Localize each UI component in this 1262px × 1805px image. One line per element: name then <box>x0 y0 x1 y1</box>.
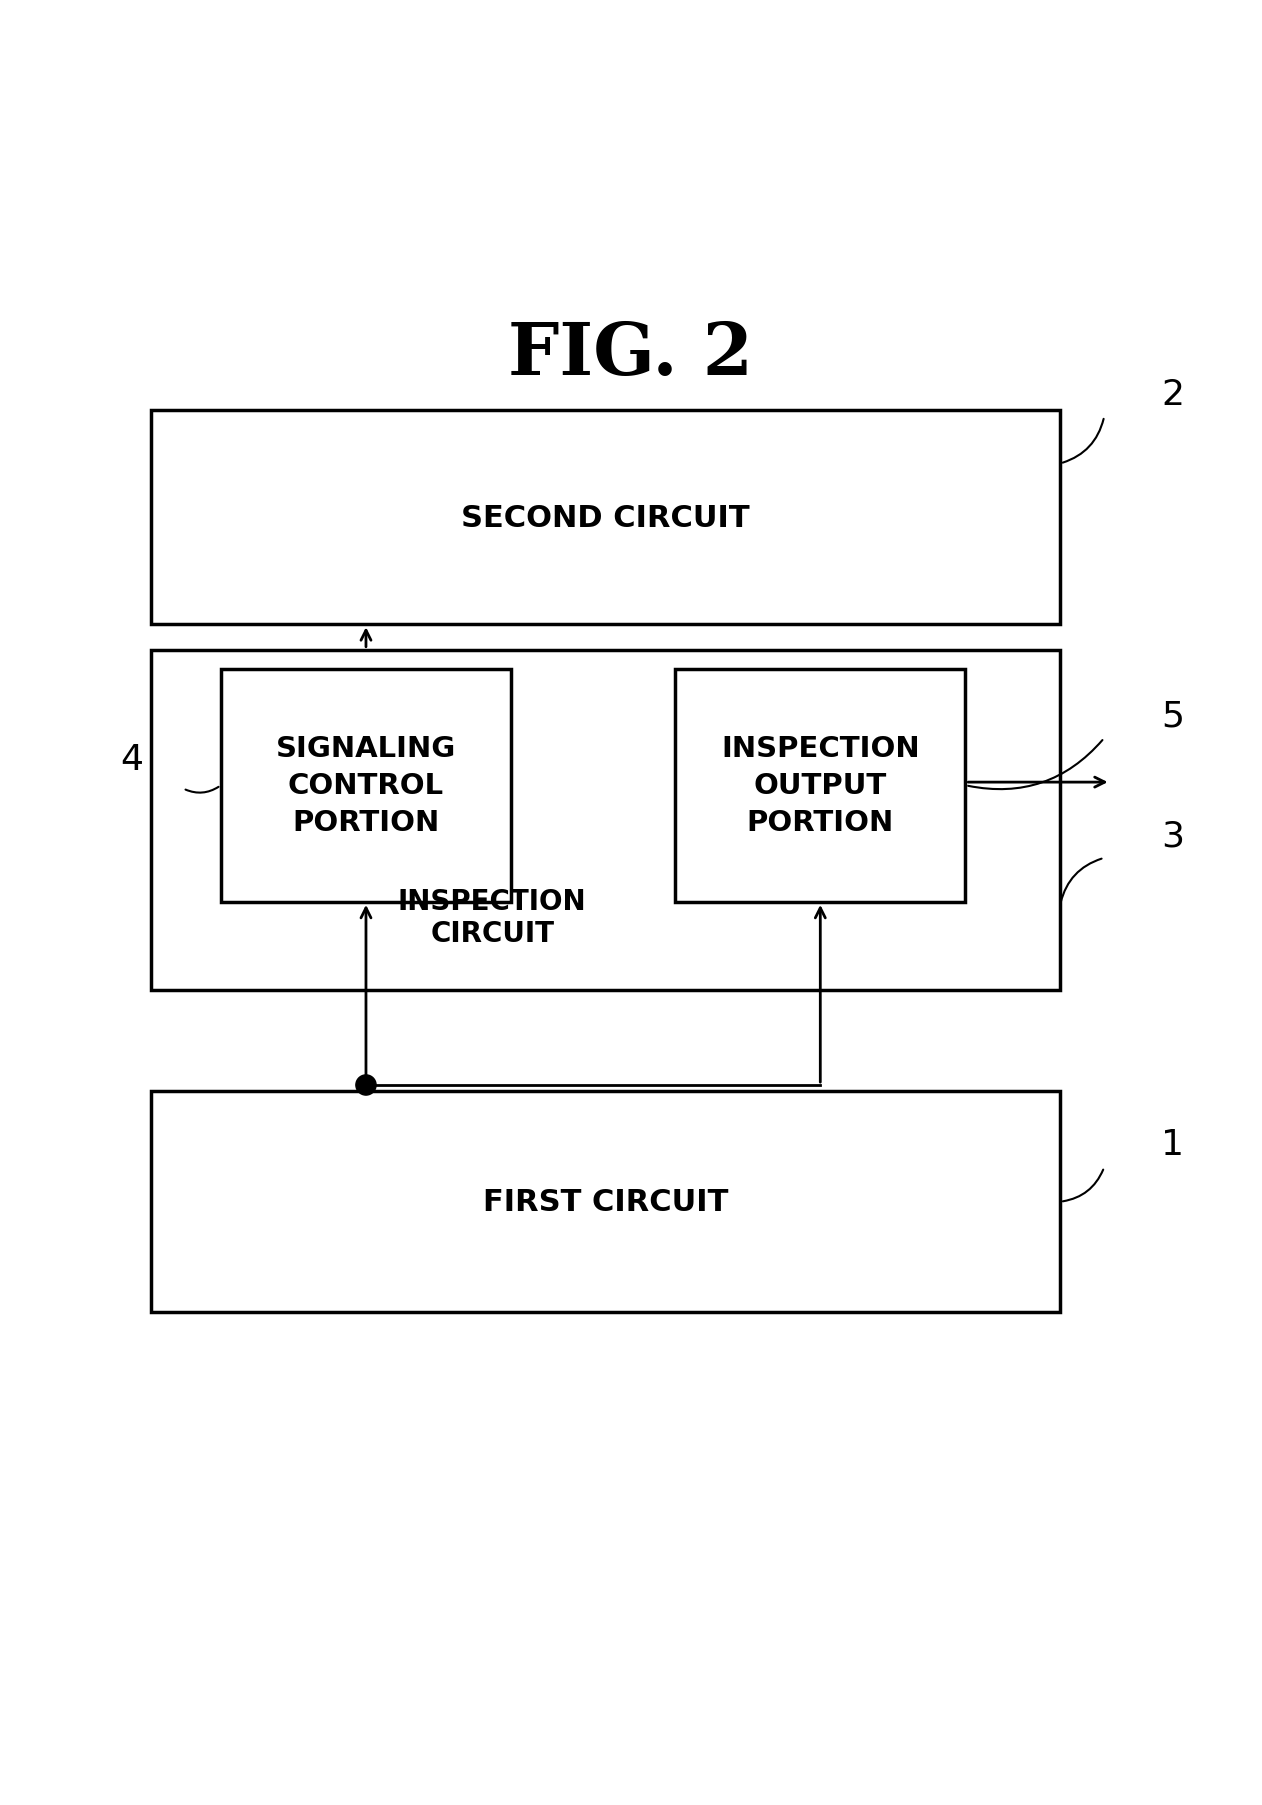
Text: SECOND CIRCUIT: SECOND CIRCUIT <box>462 504 750 532</box>
Text: FIG. 2: FIG. 2 <box>509 318 753 390</box>
Text: 5: 5 <box>1161 699 1184 733</box>
Text: INSPECTION
CIRCUIT: INSPECTION CIRCUIT <box>398 888 587 948</box>
Text: 2: 2 <box>1161 377 1184 412</box>
Text: SIGNALING
CONTROL
PORTION: SIGNALING CONTROL PORTION <box>276 735 456 836</box>
FancyBboxPatch shape <box>151 1092 1060 1312</box>
Text: 1: 1 <box>1161 1128 1184 1162</box>
FancyBboxPatch shape <box>151 650 1060 991</box>
Text: 4: 4 <box>120 744 143 778</box>
FancyBboxPatch shape <box>675 670 965 902</box>
Text: INSPECTION
OUTPUT
PORTION: INSPECTION OUTPUT PORTION <box>721 735 920 836</box>
Text: FIRST CIRCUIT: FIRST CIRCUIT <box>483 1188 728 1217</box>
FancyBboxPatch shape <box>221 670 511 902</box>
Text: 3: 3 <box>1161 819 1184 852</box>
Circle shape <box>356 1076 376 1096</box>
FancyBboxPatch shape <box>151 410 1060 625</box>
